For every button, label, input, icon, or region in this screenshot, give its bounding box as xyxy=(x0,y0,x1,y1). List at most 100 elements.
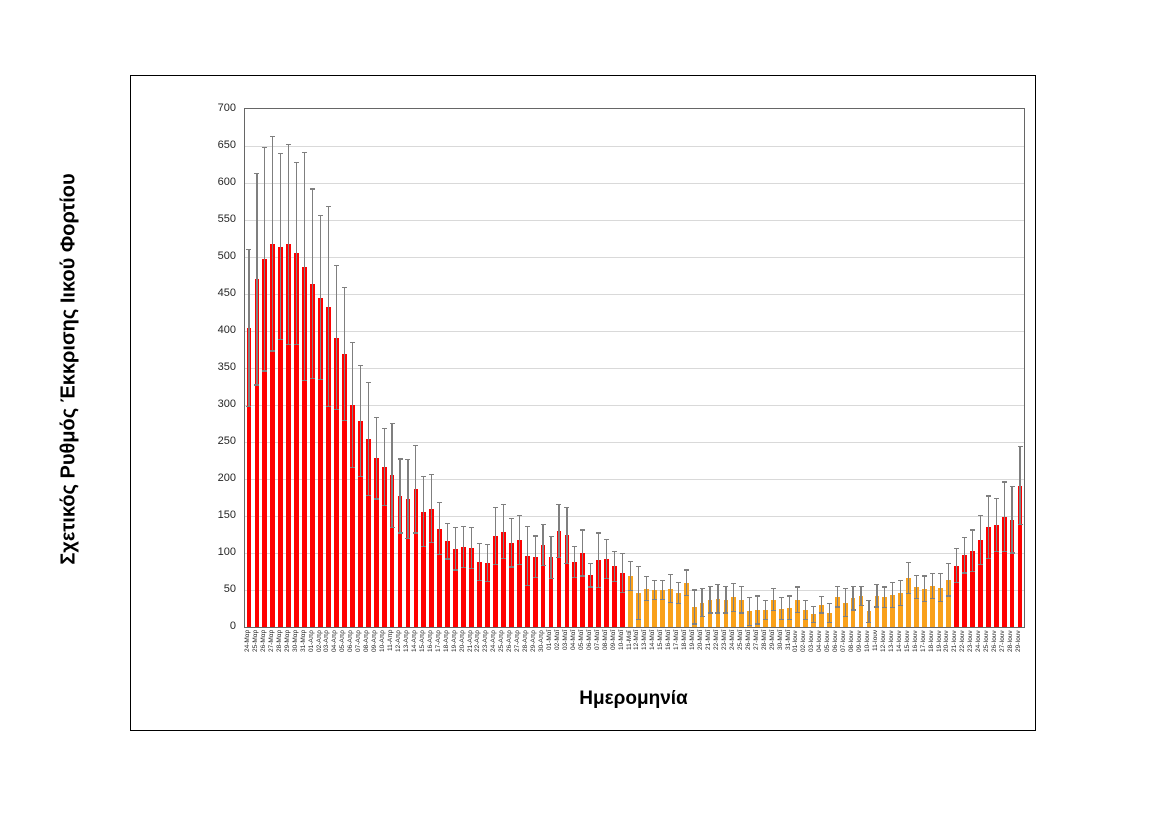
x-tick-label: 10-Μαΐ xyxy=(617,630,625,651)
bar xyxy=(429,508,435,627)
error-bar-cap xyxy=(699,587,705,590)
bar xyxy=(961,555,967,627)
error-bar xyxy=(248,249,250,407)
error-bar xyxy=(590,563,592,588)
gridline xyxy=(245,367,1024,369)
error-bar-cap xyxy=(532,535,538,537)
error-bar-cap xyxy=(922,600,928,602)
error-bar xyxy=(542,524,544,566)
x-tick-label: 18-Απρ xyxy=(442,630,450,652)
error-bar-cap xyxy=(691,623,697,625)
error-bar-cap xyxy=(484,580,490,582)
error-bar-cap xyxy=(516,563,522,565)
error-bar-cap xyxy=(906,562,912,564)
bar xyxy=(930,586,935,627)
error-bar-cap xyxy=(993,497,999,499)
x-tick-label: 02-Μαΐ xyxy=(553,630,561,651)
y-tick-label: 500 xyxy=(217,249,236,262)
bar xyxy=(675,592,681,627)
error-bar-cap xyxy=(683,594,689,596)
error-bar xyxy=(828,603,830,623)
x-tick-label: 11-Απρ xyxy=(387,630,395,652)
chart-frame: Σχετικός Ρυθμός Έκκρισης Ιικού Φορτίου Η… xyxy=(58,75,1036,731)
y-tick-label: 450 xyxy=(217,286,236,299)
bar xyxy=(914,587,920,627)
error-bar xyxy=(963,537,965,573)
error-bar-cap xyxy=(333,408,339,411)
error-bar-cap xyxy=(397,532,403,534)
error-bar xyxy=(574,546,576,578)
error-bar-cap xyxy=(802,599,808,601)
error-bar-cap xyxy=(437,502,443,504)
bar xyxy=(969,550,975,627)
x-tick-label: 24-Μαΐ xyxy=(728,630,736,651)
x-tick-label: 09-Ιουν xyxy=(856,630,864,652)
bar xyxy=(389,475,395,627)
bar xyxy=(580,553,586,627)
x-tick-label: 17-Ιουν xyxy=(919,630,927,652)
error-bar xyxy=(995,498,997,552)
error-bar-cap xyxy=(890,607,896,609)
bar xyxy=(858,595,864,627)
error-bar-cap xyxy=(977,563,983,565)
error-bar-cap xyxy=(747,624,753,627)
error-bar-cap xyxy=(500,504,506,506)
error-bar xyxy=(582,530,584,576)
error-bar xyxy=(749,597,751,626)
error-bar-cap xyxy=(930,598,936,600)
x-tick-label: 11-Ιουν xyxy=(871,630,879,652)
x-tick-label: 28-Ιουν xyxy=(1007,630,1015,652)
error-bar xyxy=(462,526,465,568)
y-tick-label: 100 xyxy=(217,545,236,558)
bar xyxy=(946,579,951,627)
x-tick-label: 08-Απρ xyxy=(363,630,371,652)
error-bar-cap xyxy=(810,621,816,624)
error-bar-cap xyxy=(516,514,522,516)
x-tick-label: 27-Μαρ xyxy=(267,630,275,653)
error-bar-cap xyxy=(699,616,705,618)
error-bar xyxy=(296,162,298,345)
x-tick-label: 15-Ιουν xyxy=(903,630,911,652)
bar xyxy=(437,528,443,627)
error-bar-cap xyxy=(961,536,967,539)
x-tick-label: 06-Ιουν xyxy=(832,630,840,652)
error-bar-cap xyxy=(731,582,737,584)
error-bar-cap xyxy=(580,529,586,531)
bar xyxy=(628,575,633,627)
error-bar-cap xyxy=(445,522,451,524)
y-tick-label: 550 xyxy=(217,212,236,225)
x-tick-label: 22-Μαΐ xyxy=(712,630,720,651)
y-tick-label: 400 xyxy=(217,323,236,336)
x-tick-label: 13-Απρ xyxy=(402,630,410,652)
error-bar xyxy=(335,265,337,410)
error-bar-cap xyxy=(818,596,824,598)
error-bar-cap xyxy=(620,553,626,555)
error-bar-cap xyxy=(270,135,276,137)
error-bar xyxy=(947,563,950,596)
gridline xyxy=(245,552,1024,554)
error-bar xyxy=(1019,446,1021,525)
x-tick-label: 19-Μαΐ xyxy=(689,630,697,651)
error-bar-cap xyxy=(858,585,864,587)
x-tick-label: 29-Μαΐ xyxy=(768,630,776,651)
error-bar xyxy=(343,287,345,421)
error-bar xyxy=(645,576,647,601)
error-bar xyxy=(558,504,560,558)
error-bar-cap xyxy=(794,586,800,588)
bar xyxy=(302,266,307,627)
x-tick-label: 25-Μαΐ xyxy=(736,630,744,651)
x-tick-label: 01-Μαΐ xyxy=(546,630,554,651)
bar xyxy=(397,496,403,627)
x-tick-label: 14-Απρ xyxy=(410,630,418,652)
error-bar-cap xyxy=(286,343,292,345)
error-bar xyxy=(773,588,775,611)
error-bar-cap xyxy=(628,590,634,592)
error-bar xyxy=(1003,481,1005,552)
x-tick-label: 27-Μαΐ xyxy=(752,630,760,651)
bar xyxy=(564,535,570,627)
x-tick-label: 04-Μαΐ xyxy=(569,630,577,651)
bar xyxy=(326,306,331,627)
error-bar-cap xyxy=(755,595,761,597)
error-bar xyxy=(288,144,290,345)
x-axis-title: Ημερομηνία xyxy=(579,688,688,709)
